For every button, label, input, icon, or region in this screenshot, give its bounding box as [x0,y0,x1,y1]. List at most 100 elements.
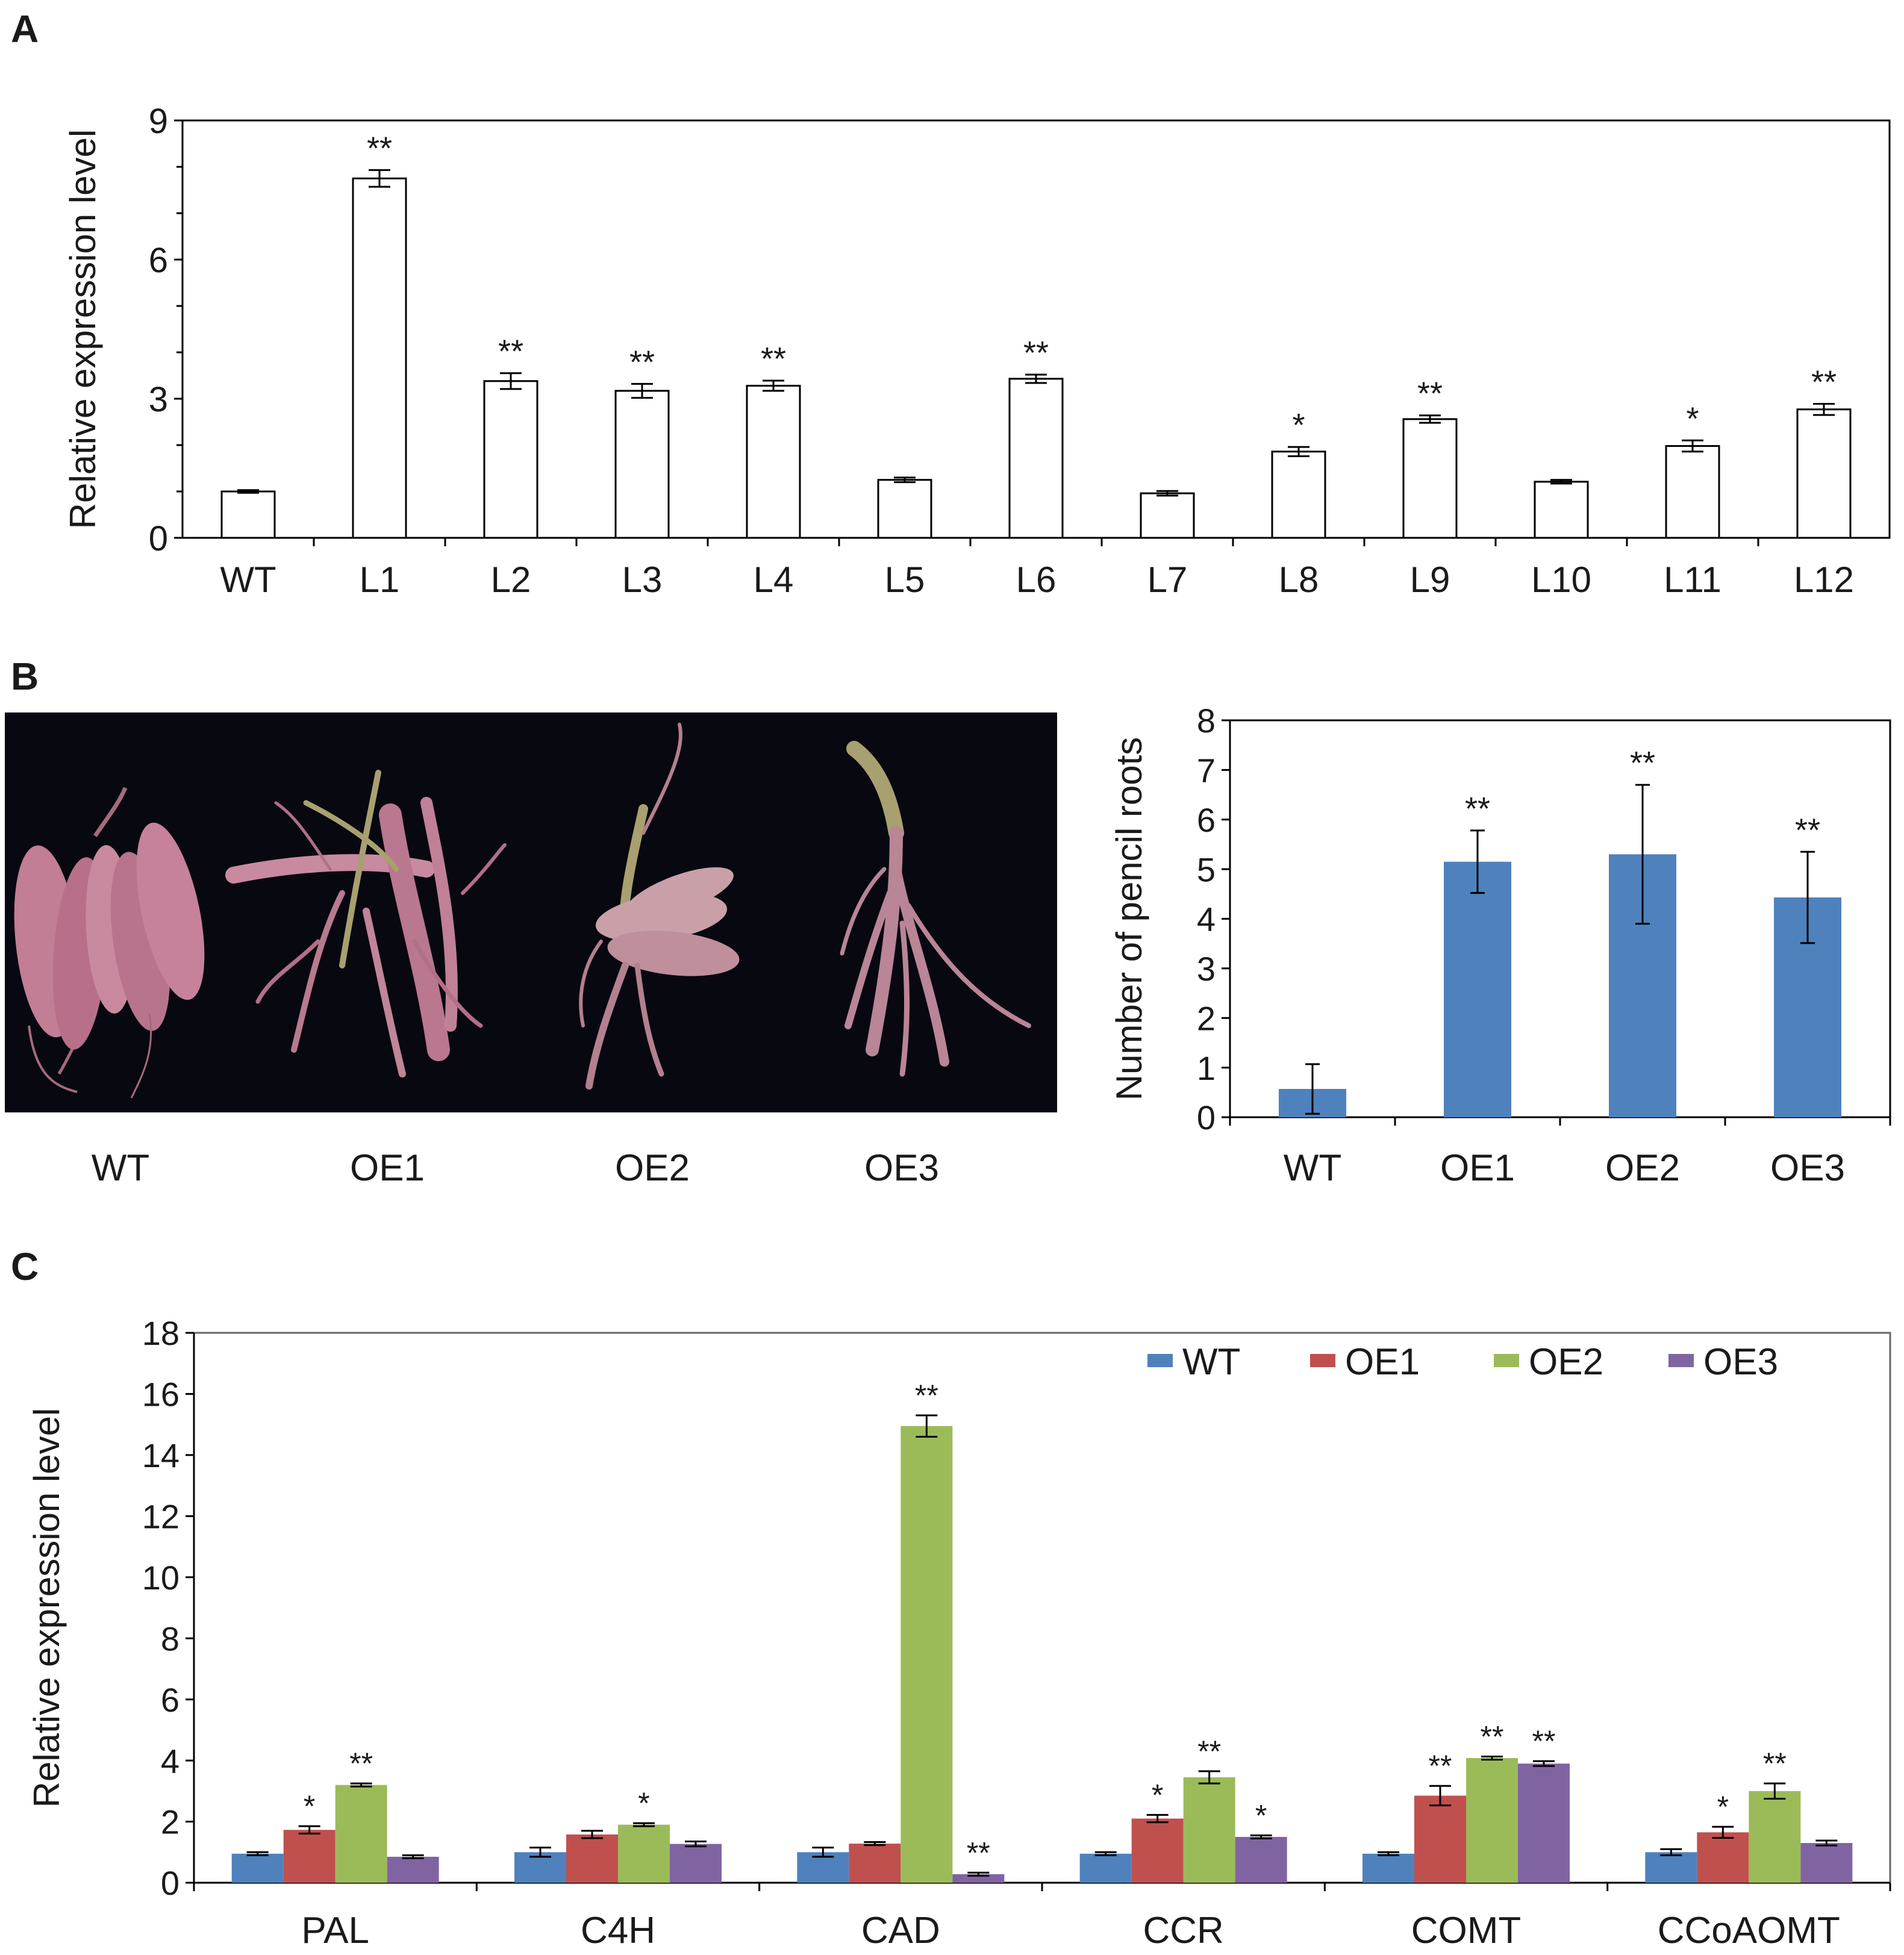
panel-letter-a: A [11,7,39,51]
bar-ccoaomt-oe3 [1800,1843,1853,1883]
x-tick-label: OE2 [1605,1147,1680,1189]
bar-l8 [1271,451,1326,539]
bar-l3 [614,390,670,539]
chart-c: 024681012141618***PAL*C4H****CAD****CCR*… [27,1314,1891,1951]
significance-oe1: ** [1465,791,1490,827]
significance-l8: * [1292,407,1305,443]
y-axis-label: Relative expression level [63,129,103,529]
bar-cad-oe2 [900,1426,953,1883]
y-tick-label: 2 [161,1803,179,1841]
significance-comt-oe2: ** [1481,1720,1504,1754]
legend-swatch-oe3 [1668,1354,1694,1367]
x-tick-label: L3 [622,560,663,600]
significance-l9: ** [1417,376,1443,412]
photo-label-wt: WT [92,1147,149,1189]
x-tick-label: CAD [861,1910,940,1951]
significance-l3: ** [629,344,655,380]
y-axis-label: Number of pencil roots [1109,737,1149,1101]
oe1-pencil-roots [225,770,507,1077]
legend-swatch-wt [1147,1354,1173,1367]
y-tick-label: 2 [1197,999,1216,1037]
y-tick-label: 6 [1197,801,1216,839]
x-tick-label: WT [220,560,276,600]
bar-l6 [1008,378,1064,539]
bar-l1 [352,177,407,539]
y-tick-label: 18 [142,1314,179,1352]
y-tick-label: 4 [161,1742,179,1780]
significance-l1: ** [367,130,392,166]
bar-ccr-oe1 [1131,1818,1184,1883]
bar-cad-oe1 [849,1844,901,1883]
y-tick-label: 3 [149,380,168,419]
y-tick-label: 3 [1197,950,1216,988]
legend-label-wt: WT [1182,1341,1240,1383]
bar-c4h-oe1 [566,1834,618,1883]
photo-label-oe3: OE3 [864,1147,939,1189]
x-tick-label: PAL [301,1910,369,1951]
x-tick-label: L7 [1147,560,1188,600]
significance-l12: ** [1811,364,1837,400]
bar-ccoaomt-oe1 [1697,1832,1749,1883]
bar-l4 [746,384,801,539]
bar-l7 [1140,492,1195,539]
y-tick-label: 6 [149,241,168,280]
significance-cad-oe3: ** [967,1836,990,1869]
x-tick-label: WT [1284,1147,1341,1189]
significance-comt-oe3: ** [1532,1724,1556,1758]
oe2-pencil-roots [579,723,740,1090]
bar-ccoaomt-oe2 [1749,1791,1801,1883]
bar-pal-oe2 [335,1785,387,1883]
x-tick-label: L4 [754,560,794,600]
x-tick-label: L8 [1279,560,1319,600]
y-tick-label: 14 [142,1436,179,1474]
photo-label-oe2: OE2 [615,1147,690,1189]
y-tick-label: 12 [142,1497,179,1535]
significance-cad-oe2: ** [915,1379,938,1412]
y-tick-label: 5 [1197,850,1216,888]
significance-c4h-oe2: * [638,1786,649,1820]
significance-pal-oe2: ** [349,1747,373,1780]
bar-ccoaomt-wt [1645,1852,1697,1883]
panel-letter-b: B [11,655,39,698]
y-tick-label: 6 [161,1681,179,1719]
bar-l5 [877,479,932,539]
bar-l10 [1534,481,1589,539]
significance-ccr-oe3: * [1255,1798,1267,1832]
x-tick-label: L11 [1664,560,1721,600]
bar-l9 [1402,418,1458,539]
legend-label-oe1: OE1 [1345,1341,1420,1383]
bar-pal-oe3 [387,1856,439,1883]
bar-cad-oe3 [952,1874,1005,1883]
significance-l4: ** [761,341,786,377]
legend-label-oe3: OE3 [1703,1341,1778,1383]
y-tick-label: 7 [1197,752,1216,790]
chart-a: 0 3 6 9 WT ** L1 ** L2 ** L3 ** L4 L5 ** L6 L7 * L8 ** L9 L10… [63,102,1891,600]
oe3-pencil-roots [840,741,1031,1077]
y-tick-label: 10 [142,1559,179,1597]
y-tick-label: 4 [1197,900,1216,938]
y-tick-label: 9 [149,102,168,141]
significance-ccr-oe1: * [1152,1778,1163,1812]
bar-ccr-wt [1079,1853,1132,1883]
x-tick-label: L6 [1016,560,1057,600]
bar-oe1 [1444,861,1511,1117]
bar-l11 [1665,445,1720,539]
significance-ccoaomt-oe1: * [1717,1790,1729,1824]
significance-oe3: ** [1795,812,1820,848]
panel-letter-c: C [11,1245,39,1288]
x-tick-label: C4H [581,1910,655,1951]
legend-swatch-oe1 [1310,1354,1335,1367]
y-tick-label: 8 [1197,702,1216,740]
bar-c4h-oe2 [618,1824,670,1883]
legend-label-oe2: OE2 [1529,1341,1603,1383]
wt-storage-roots [14,787,205,1099]
bar-pal-wt [231,1853,284,1883]
significance-pal-oe1: * [304,1789,315,1823]
x-tick-label: L5 [885,560,925,600]
photo-labels: WT OE1 OE2 OE3 [92,1147,939,1189]
bar-wt [220,490,276,539]
x-tick-label: L10 [1531,560,1591,600]
significance-l11: * [1686,401,1699,437]
x-tick-label: L9 [1410,560,1450,600]
plot-frame [193,1332,1891,1884]
